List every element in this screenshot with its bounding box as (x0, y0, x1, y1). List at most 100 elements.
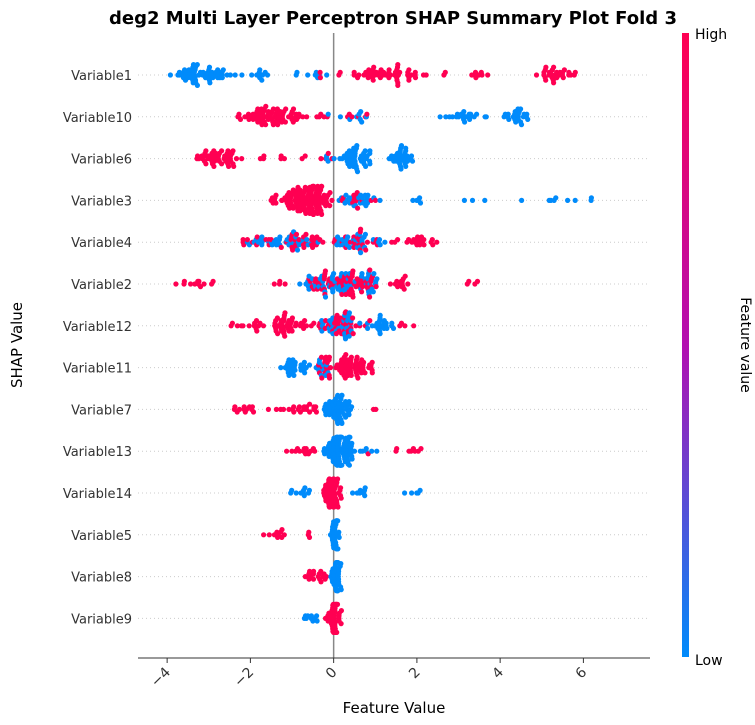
shap-point (398, 143, 405, 149)
shap-point (370, 289, 376, 295)
shap-point (362, 485, 368, 491)
shap-point (339, 462, 345, 468)
shap-point (346, 244, 353, 250)
shap-point (361, 359, 367, 365)
shap-point (469, 197, 476, 203)
shap-point (296, 237, 302, 243)
shap-point (312, 448, 318, 454)
shap-point (359, 271, 365, 277)
shap-point (355, 375, 361, 381)
feature-label: Variable2 (71, 278, 132, 293)
shap-point (323, 574, 329, 580)
shap-point (273, 406, 279, 412)
shap-point (296, 404, 302, 410)
shap-point (225, 148, 231, 154)
shap-point (418, 446, 424, 452)
feature-label: Variable13 (63, 445, 132, 460)
shap-point (282, 119, 288, 125)
shap-point (417, 200, 424, 206)
shap-point (406, 67, 412, 73)
shap-point (304, 114, 310, 120)
shap-point (219, 75, 225, 81)
feature-label: Variable9 (71, 612, 132, 627)
shap-point (229, 320, 235, 326)
shap-point (325, 150, 331, 156)
shap-point (346, 333, 352, 339)
shap-point (387, 72, 394, 78)
shap-point (296, 111, 302, 117)
shap-point (297, 281, 303, 287)
shap-point (395, 82, 401, 88)
shap-point (565, 197, 571, 203)
shap-point (349, 404, 355, 410)
shap-point (236, 406, 243, 412)
shap-point (270, 122, 276, 128)
shap-point (227, 72, 233, 78)
shap-point (402, 490, 408, 496)
shap-point (303, 210, 309, 216)
shap-point (311, 568, 317, 575)
shap-point (200, 69, 206, 75)
x-tick-label: 4 (489, 664, 507, 682)
shap-point (297, 187, 303, 193)
shap-point (188, 281, 194, 287)
shap-point (302, 370, 308, 376)
shap-point (474, 278, 481, 284)
shap-point (409, 158, 416, 164)
shap-point (260, 323, 267, 329)
shap-point (553, 195, 559, 201)
shap-point (280, 406, 287, 412)
shap-point (358, 226, 364, 232)
shap-point (339, 291, 345, 297)
shap-point (367, 294, 373, 300)
y-axis-label: SHAP Value (8, 302, 26, 388)
shap-point (417, 487, 423, 493)
shap-point (351, 69, 357, 75)
shap-point (329, 197, 335, 203)
shap-point (282, 310, 288, 316)
shap-point (335, 546, 341, 552)
shap-point (524, 111, 530, 117)
shap-point (219, 161, 225, 167)
shap-point (363, 163, 369, 169)
shap-point (353, 323, 359, 329)
shap-point (303, 231, 309, 237)
shap-point (442, 69, 448, 75)
shap-point (373, 284, 379, 290)
colorbar-low-label: Low (695, 653, 723, 669)
shap-point (254, 234, 260, 240)
shap-point (518, 106, 524, 112)
shap-point (281, 532, 287, 538)
shap-point (294, 247, 301, 253)
shap-point (261, 153, 267, 159)
shap-point (249, 404, 255, 410)
shap-point (289, 315, 295, 321)
shap-point (335, 518, 341, 524)
shap-point (278, 365, 284, 371)
shap-point (402, 323, 408, 329)
feature-label: Variable4 (71, 236, 132, 251)
shap-point (394, 278, 400, 284)
shap-point (310, 211, 317, 217)
shap-point (371, 64, 377, 70)
shap-point (234, 323, 240, 329)
colorbar-label: Feature value (737, 297, 753, 393)
shap-point (289, 328, 295, 334)
shap-point (408, 153, 415, 159)
shap-point (302, 485, 308, 491)
shap-point (327, 365, 334, 371)
feature-label: Variable10 (63, 111, 132, 126)
shap-point (291, 372, 297, 378)
shap-point (461, 109, 467, 115)
shap-point (339, 420, 345, 426)
shap-point (313, 409, 319, 415)
shap-point (310, 244, 316, 250)
shap-point (220, 67, 226, 73)
shap-point (551, 64, 557, 70)
shap-point (237, 116, 244, 122)
x-tick-label: 6 (573, 664, 591, 682)
shap-point (244, 237, 250, 243)
shap-point (334, 601, 341, 608)
shap-point (302, 153, 308, 159)
shap-point (370, 77, 376, 83)
